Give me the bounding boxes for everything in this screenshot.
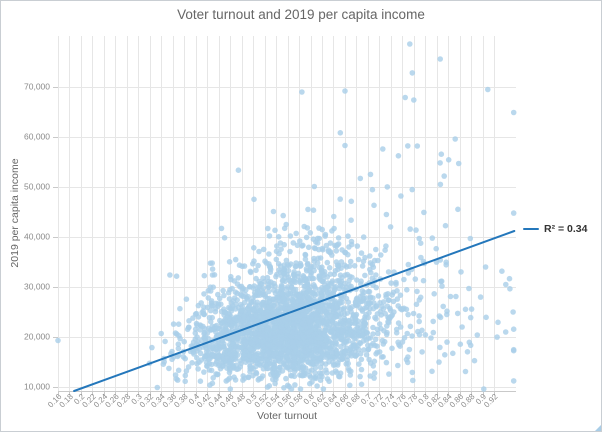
scatter-point-notable — [411, 97, 417, 103]
svg-text:0.92: 0.92 — [482, 392, 500, 410]
legend[interactable]: R² = 0.34 — [523, 223, 587, 235]
svg-text:20,000: 20,000 — [24, 332, 50, 342]
scatter-point-notable — [510, 309, 516, 315]
svg-text:30,000: 30,000 — [24, 282, 50, 292]
trendline[interactable] — [73, 230, 516, 392]
scatter-point-notable — [55, 337, 61, 344]
scatter-point-notable — [380, 146, 386, 152]
scatter-point-notable — [154, 384, 161, 391]
chart-title: Voter turnout and 2019 per capita income — [177, 7, 425, 22]
x-tick-labels: 0.160.180.20.220.240.260.280.30.320.340.… — [46, 392, 500, 410]
scatter-point-notable — [407, 41, 413, 47]
scatter-point-notable — [437, 56, 444, 62]
scatter-point-notable — [414, 143, 421, 149]
scatter-point-notable — [452, 136, 459, 142]
x-axis-title: Voter turnout — [256, 410, 318, 422]
svg-text:40,000: 40,000 — [24, 232, 50, 242]
svg-text:70,000: 70,000 — [24, 82, 50, 92]
legend-line-swatch — [523, 228, 539, 230]
svg-text:50,000: 50,000 — [24, 182, 50, 192]
scatter-point-notable — [299, 89, 305, 95]
svg-text:10,000: 10,000 — [24, 382, 50, 392]
svg-text:60,000: 60,000 — [24, 132, 50, 142]
legend-label: R² = 0.34 — [544, 223, 588, 235]
scatter-point-notable — [502, 329, 509, 335]
scatter-point-notable — [342, 142, 348, 149]
axes — [53, 87, 516, 396]
y-tick-labels: 10,000 20,000 30,000 40,000 50,000 60,000 70,0… — [24, 82, 50, 392]
resize-handle[interactable] — [595, 425, 601, 431]
scatter-points[interactable] — [55, 41, 517, 392]
y-axis-title: 2019 per capita income — [9, 158, 21, 268]
scatter-point-notable — [402, 94, 409, 101]
scatter-point-notable — [482, 264, 489, 270]
scatter-point-notable — [342, 88, 348, 94]
